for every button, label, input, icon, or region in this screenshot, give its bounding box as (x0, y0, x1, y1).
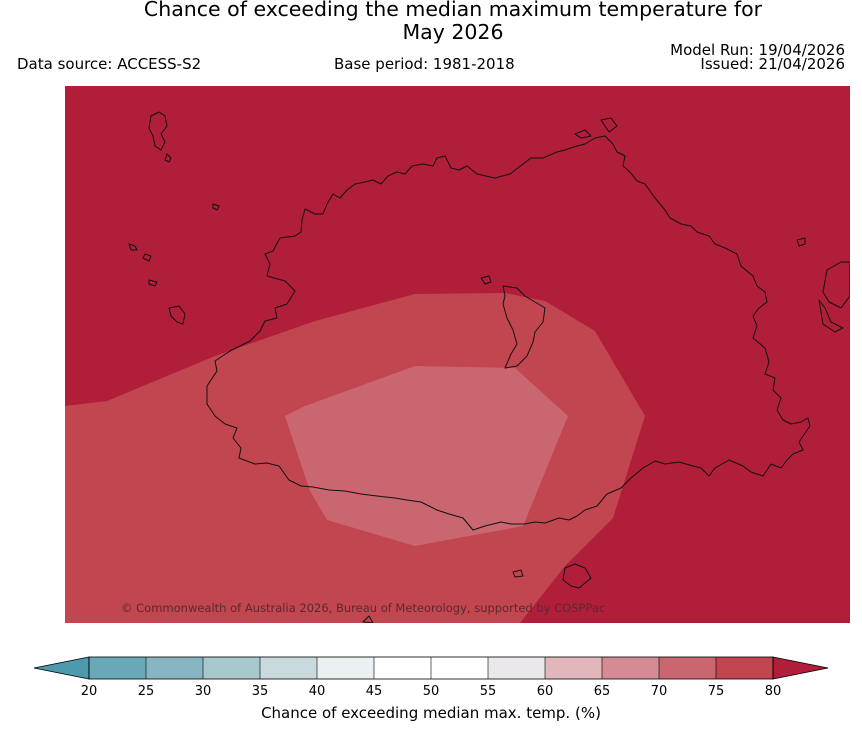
colorbar-tick-label: 55 (480, 684, 497, 699)
island-north-2 (164, 153, 172, 163)
map-canvas (65, 86, 850, 623)
island-west-1 (128, 243, 138, 251)
issued-label: Issued: 21/04/2026 (700, 55, 845, 73)
island-west-4 (168, 305, 186, 325)
colorbar-tick-label: 45 (366, 684, 383, 699)
colorbar-bin (545, 657, 603, 679)
colorbar-ticks: 20 25 30 35 40 45 50 55 60 65 70 75 80 (81, 657, 782, 699)
colorbar-bin (659, 657, 717, 679)
colorbar-bin (602, 657, 660, 679)
colorbar-bin (716, 657, 774, 679)
base-period-label: Base period: 1981-2018 (334, 55, 515, 73)
colorbar-tick-label: 70 (651, 684, 668, 699)
colorbar-bin (146, 657, 204, 679)
colorbar-legend: 20 25 30 35 40 45 50 55 60 65 70 75 80 Chance of exc… (0, 640, 862, 747)
colorbar-scale: 20 25 30 35 40 45 50 55 60 65 70 75 80 (33, 656, 829, 699)
colorbar-tick-label: 50 (423, 684, 440, 699)
coastline (128, 111, 850, 623)
colorbar-bin (431, 657, 489, 679)
map-title: Chance of exceeding the median maximum t… (0, 0, 862, 44)
colorbar-tick-label: 40 (309, 684, 326, 699)
region-65-70 (285, 366, 568, 546)
island-west-3 (148, 279, 158, 287)
model-run-label: Model Run: 19/04/2026 (670, 41, 845, 59)
island-east-4 (480, 275, 492, 285)
main-island-coastline (206, 135, 811, 531)
island-ne-2 (600, 117, 618, 133)
island-west-5 (212, 203, 220, 211)
island-west-2 (142, 253, 152, 262)
data-source-label: Data source: ACCESS-S2 (17, 55, 202, 73)
colorbar-tick-label: 80 (765, 684, 782, 699)
colorbar-bin (488, 657, 546, 679)
title-line-2: May 2026 (402, 20, 504, 44)
island-south-2 (512, 569, 524, 578)
probability-map: © Commonwealth of Australia 2026, Bureau… (65, 86, 850, 623)
colorbar-tick-label: 35 (252, 684, 269, 699)
colorbar-tick-label: 25 (138, 684, 155, 699)
copyright-notice: © Commonwealth of Australia 2026, Bureau… (121, 601, 606, 615)
colorbar-high-extend (772, 656, 829, 680)
colorbar-tick-label: 30 (195, 684, 212, 699)
colorbar-bins (89, 657, 774, 679)
colorbar-bin (260, 657, 318, 679)
island-east-2 (822, 261, 850, 309)
island-south-1 (562, 563, 592, 589)
colorbar-tick-label: 75 (708, 684, 725, 699)
colorbar-bin (317, 657, 375, 679)
island-north-1 (148, 111, 168, 151)
island-ne-1 (574, 129, 592, 139)
island-south-3 (362, 615, 374, 623)
island-east-1 (796, 237, 806, 247)
colorbar-tick-label: 60 (537, 684, 554, 699)
colorbar-tick-label: 65 (594, 684, 611, 699)
island-east-3 (818, 299, 844, 333)
colorbar-label: Chance of exceeding median max. temp. (%… (261, 704, 601, 722)
title-line-1: Chance of exceeding the median maximum t… (143, 0, 763, 21)
colorbar-bin (374, 657, 432, 679)
peninsula-coastline (502, 285, 546, 369)
colorbar-bin (203, 657, 261, 679)
colorbar-bin (89, 657, 147, 679)
colorbar-low-extend (33, 656, 90, 680)
colorbar-tick-label: 20 (81, 684, 98, 699)
